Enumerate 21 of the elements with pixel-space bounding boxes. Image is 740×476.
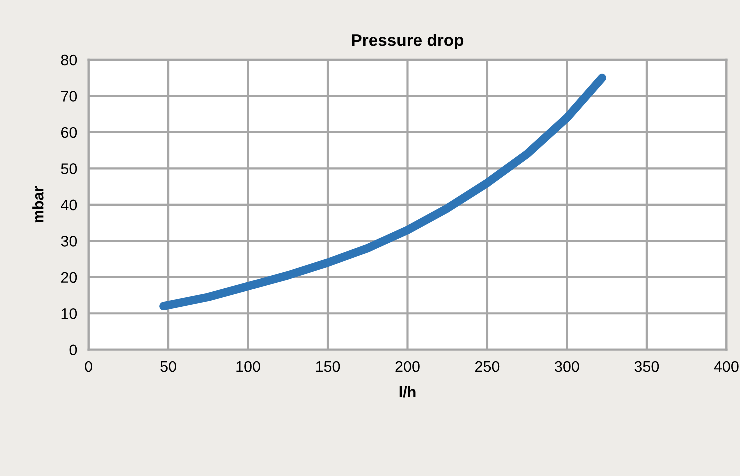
x-tick-label: 200 [396,361,420,372]
x-tick-label: 400 [714,361,739,372]
y-tick-label: 20 [61,272,78,284]
y-tick-label: 70 [61,91,78,102]
x-tick-label: 250 [476,361,500,372]
y-tick-label: 60 [61,127,78,138]
x-axis-title: l/h [400,386,416,398]
y-tick-label: 50 [61,164,78,174]
y-tick-label: 0 [70,344,78,356]
y-tick-label: 30 [61,236,78,247]
x-tick-label: 50 [160,361,176,372]
y-tick-label: 80 [61,54,78,66]
chart-title: Pressure drop [352,34,464,50]
x-tick-label: 300 [555,361,580,372]
y-tick-label: 40 [61,200,78,211]
x-tick-label: 150 [316,361,340,372]
y-tick-label: 10 [62,308,78,320]
y-axis-title: mbar [32,186,44,223]
x-tick-label: 350 [634,361,660,372]
x-tick-label: 0 [85,361,92,372]
x-tick-label: 100 [236,361,260,372]
